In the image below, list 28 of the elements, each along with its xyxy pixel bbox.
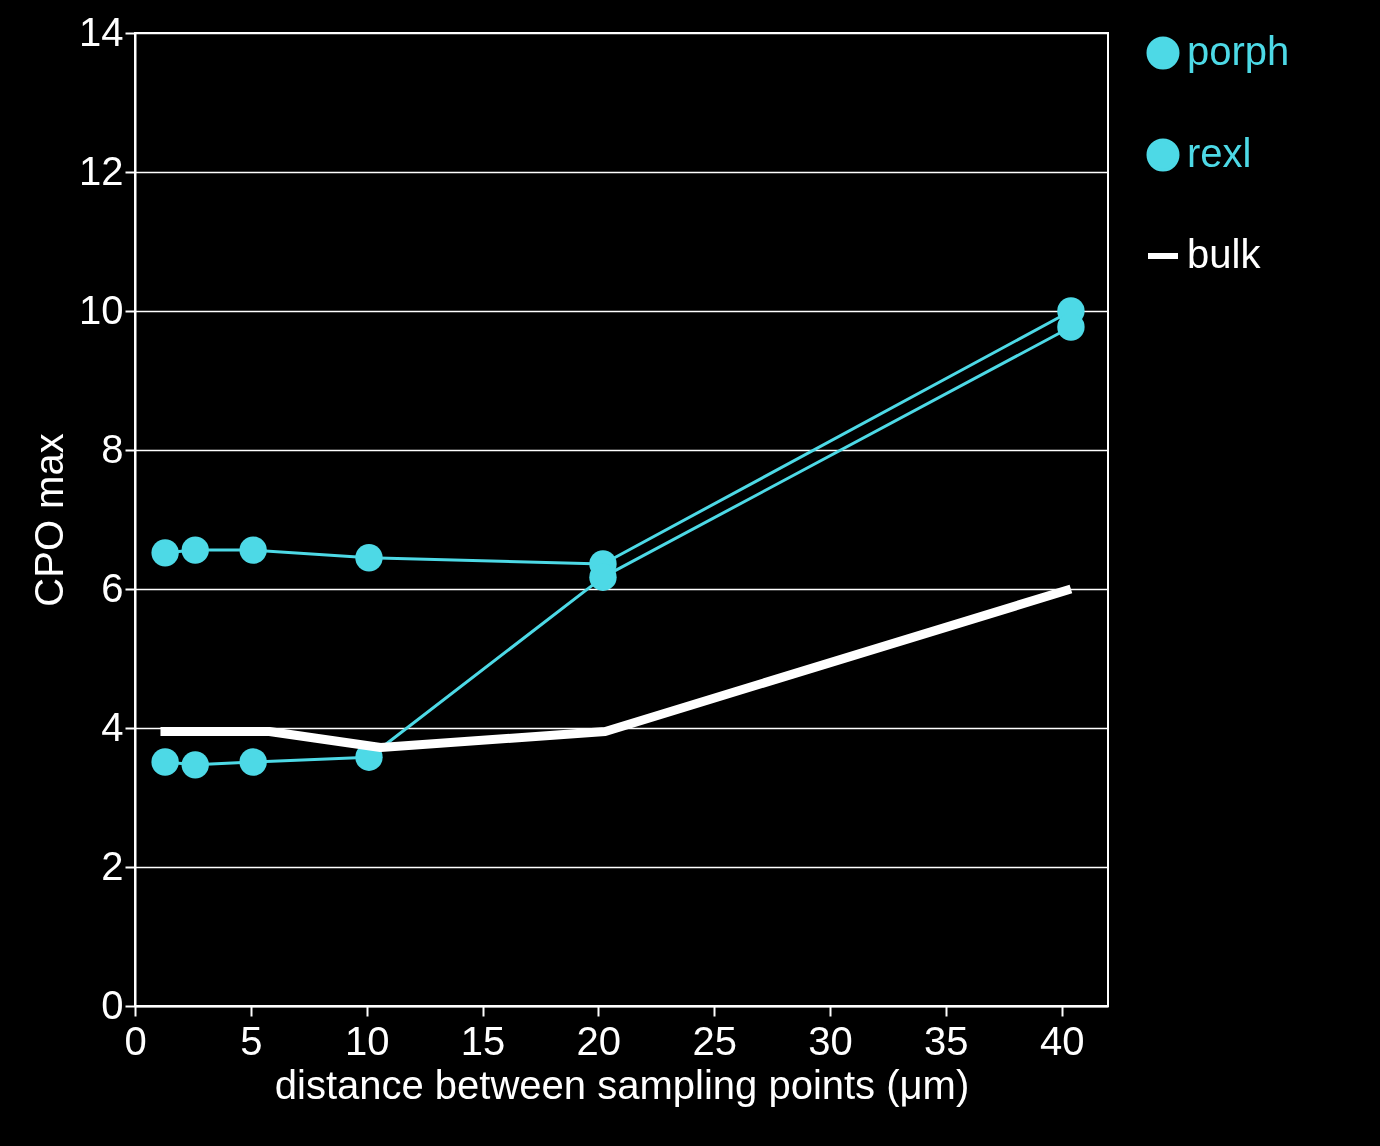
point [181, 751, 209, 779]
x-tick-label: 35 [924, 1018, 969, 1063]
y-tick-label: 0 [101, 982, 124, 1027]
legend-label: rexl [1187, 131, 1252, 175]
point [239, 748, 267, 776]
y-axis-title: CPO max [27, 433, 72, 607]
x-tick-label: 15 [460, 1018, 506, 1063]
x-tick-label: 20 [576, 1018, 622, 1063]
x-tick-label: 40 [1039, 1018, 1085, 1063]
y-tick-label: 12 [79, 148, 124, 193]
y-tick-label: 2 [101, 843, 124, 888]
x-tick-label: 30 [808, 1018, 853, 1063]
point [181, 536, 209, 564]
y-tick-label: 4 [101, 704, 124, 749]
y-tick-label: 8 [101, 426, 124, 471]
point [355, 544, 383, 572]
y-tick-label: 10 [79, 287, 124, 332]
legend-label: bulk [1187, 232, 1262, 276]
point [239, 536, 267, 564]
x-tick-label: 5 [240, 1018, 263, 1063]
y-tick-label: 14 [79, 9, 124, 54]
x-tick-label: 10 [344, 1018, 390, 1063]
legend-label: porph [1187, 29, 1290, 73]
x-tick-label: 25 [692, 1018, 737, 1063]
x-axis-title: distance between sampling points (μm) [274, 1062, 970, 1107]
point [151, 539, 179, 567]
y-tick-label: 6 [101, 565, 124, 610]
point [151, 748, 179, 776]
